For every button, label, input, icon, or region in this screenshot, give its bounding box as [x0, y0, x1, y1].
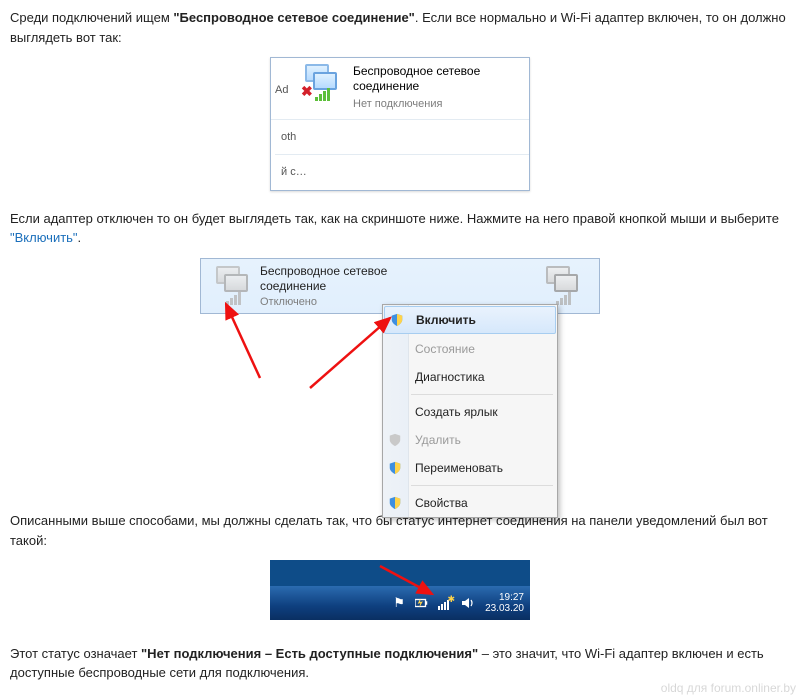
figure-2: Беспроводное сетевое соединение Отключен…	[200, 258, 600, 488]
figure-2-wrapper: Беспроводное сетевое соединение Отключен…	[10, 258, 790, 494]
context-menu: Включить Состояние Диагностика Создать я…	[382, 304, 558, 518]
ctx-props-label: Свойства	[415, 496, 468, 510]
network-available-star-icon: ✱	[448, 593, 456, 607]
figure-3-wrapper: ⚑ ✱ 19:27 23.03.20	[10, 560, 790, 626]
p4-bold: "Нет подключения – Есть доступные подклю…	[141, 646, 478, 661]
disabled-adapter-icon[interactable]	[210, 266, 256, 306]
ctx-enable-label: Включить	[416, 313, 476, 327]
tray-battery-icon[interactable]	[415, 596, 429, 610]
nc-row-2[interactable]: oth	[275, 120, 529, 156]
p2-text-a: Если адаптер отключен то он будет выгляд…	[10, 211, 779, 226]
paragraph-1: Среди подключений ищем "Беспроводное сет…	[10, 8, 790, 47]
ctx-sep-1	[411, 394, 553, 395]
nc-item-wireless[interactable]: Ad ✖ Беспроводное сетевое соединение Нет…	[271, 58, 529, 120]
figure-3: ⚑ ✱ 19:27 23.03.20	[270, 560, 530, 620]
nc-title-l1: Беспроводное сетевое	[353, 64, 480, 79]
shield-icon	[388, 496, 402, 510]
nc-leftcol-1: Ad	[271, 64, 299, 99]
ctx-rename[interactable]: Переименовать	[383, 454, 557, 482]
ctx-rename-label: Переименовать	[415, 461, 503, 475]
ctx-status-label: Состояние	[415, 342, 475, 356]
tray-icons: ⚑ ✱	[392, 596, 475, 610]
figure-1: Ad ✖ Беспроводное сетевое соединение Нет…	[270, 57, 530, 191]
tray-date: 23.03.20	[485, 603, 524, 615]
tray-volume-icon[interactable]	[461, 596, 475, 610]
nc-item-text: Беспроводное сетевое соединение Нет подк…	[347, 64, 480, 113]
paragraph-2: Если адаптер отключен то он будет выгляд…	[10, 209, 790, 248]
p2-link[interactable]: "Включить"	[10, 230, 78, 245]
nc-title-l2: соединение	[353, 79, 480, 94]
shield-icon	[388, 433, 402, 447]
dis-title-l2: соединение	[260, 279, 387, 294]
disabled-adapter-icon-2[interactable]	[540, 266, 586, 306]
ctx-delete: Удалить	[383, 426, 557, 454]
desktop-bg	[270, 560, 530, 586]
ctx-enable[interactable]: Включить	[384, 306, 556, 334]
dis-title-l1: Беспроводное сетевое	[260, 264, 387, 279]
shield-icon	[390, 313, 404, 327]
tray-time: 19:27	[485, 592, 524, 604]
signal-bars-grey-icon	[226, 292, 241, 305]
tray-network-icon[interactable]: ✱	[438, 596, 452, 610]
taskbar: ⚑ ✱ 19:27 23.03.20	[270, 586, 530, 620]
paragraph-4: Этот статус означает "Нет подключения – …	[10, 644, 790, 683]
ctx-sep-2	[411, 485, 553, 486]
nc-other-rows: oth й с…	[271, 120, 529, 190]
network-adapter-icon: ✖	[299, 64, 347, 102]
nc-subtitle: Нет подключения	[353, 96, 480, 113]
ctx-create-shortcut[interactable]: Создать ярлык	[383, 398, 557, 426]
dis-subtitle: Отключено	[260, 296, 387, 310]
p4-text-a: Этот статус означает	[10, 646, 141, 661]
ctx-delete-label: Удалить	[415, 433, 461, 447]
figure-1-wrapper: Ad ✖ Беспроводное сетевое соединение Нет…	[10, 57, 790, 191]
ctx-diag-label: Диагностика	[415, 370, 485, 384]
nc-row-3[interactable]: й с…	[275, 155, 529, 190]
ctx-status: Состояние	[383, 335, 557, 363]
red-x-icon: ✖	[301, 84, 315, 98]
shield-icon	[388, 461, 402, 475]
signal-bars-icon	[315, 88, 330, 101]
tray-flag-icon[interactable]: ⚑	[392, 596, 406, 610]
ctx-shortcut-label: Создать ярлык	[415, 405, 498, 419]
p2-text-b: .	[78, 230, 82, 245]
tray-clock[interactable]: 19:27 23.03.20	[485, 592, 524, 615]
disabled-adapter-text: Беспроводное сетевое соединение Отключен…	[260, 264, 387, 310]
p1-bold: "Беспроводное сетевое соединение"	[173, 10, 414, 25]
ctx-diagnostics[interactable]: Диагностика	[383, 363, 557, 391]
ctx-properties[interactable]: Свойства	[383, 489, 557, 517]
p1-text-a: Среди подключений ищем	[10, 10, 173, 25]
